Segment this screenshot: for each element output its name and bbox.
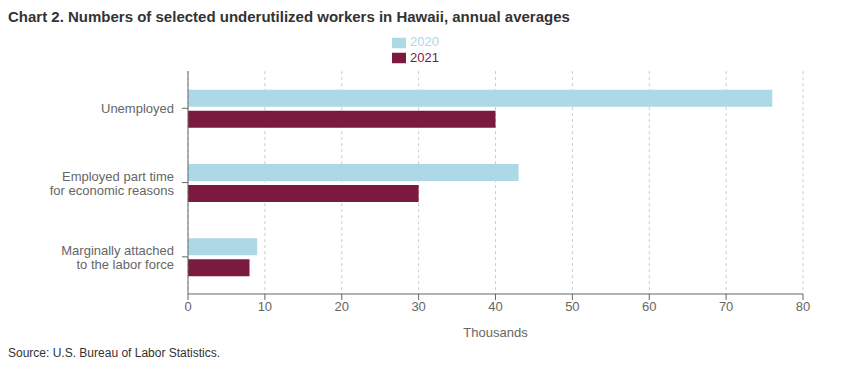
- svg-text:70: 70: [719, 299, 733, 314]
- svg-text:0: 0: [184, 299, 191, 314]
- svg-text:50: 50: [565, 299, 579, 314]
- svg-text:Marginally attachedto the labo: Marginally attachedto the labor force: [61, 242, 174, 271]
- html-text:2021: 2021: [410, 49, 439, 65]
- html-text:Source: U.S. Bureau of Labor S: Source: U.S. Bureau of Labor Statistics.: [8, 346, 221, 360]
- svg-text:Unemployed: Unemployed: [101, 101, 174, 116]
- svg-text:Employed part timefor economic: Employed part timefor economic reasons: [50, 168, 175, 197]
- svg-text:40: 40: [488, 299, 502, 314]
- svg-text:10: 10: [258, 299, 272, 314]
- svg-text:80: 80: [796, 299, 810, 314]
- html-text:2020: 2020: [410, 34, 439, 49]
- svg-text:30: 30: [411, 299, 425, 314]
- svg-text:60: 60: [642, 299, 656, 314]
- html-text:Chart 2. Numbers of selected u: Chart 2. Numbers of selected underutiliz…: [8, 8, 570, 25]
- svg-text:Thousands: Thousands: [463, 325, 528, 340]
- svg-text:20: 20: [335, 299, 349, 314]
